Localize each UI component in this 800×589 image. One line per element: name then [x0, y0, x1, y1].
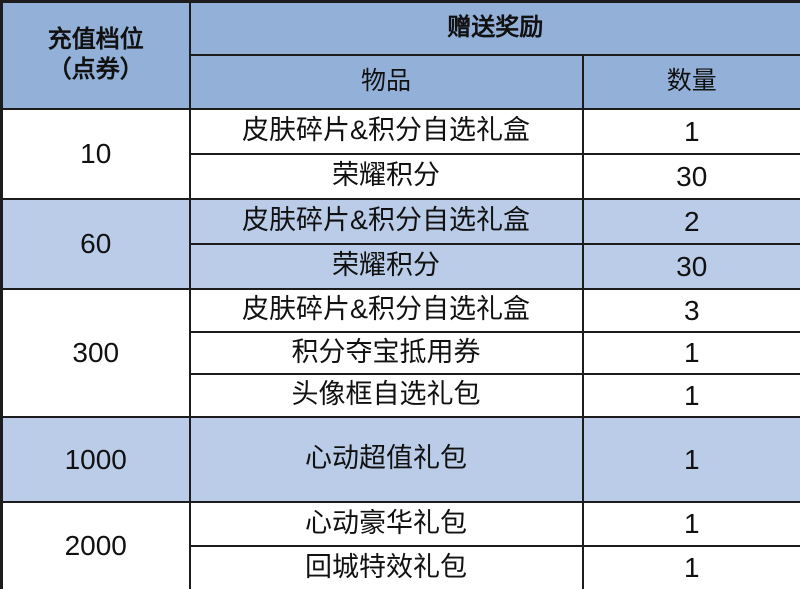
tier-cell: 10 [0, 107, 191, 200]
quantity-cell: 1 [581, 372, 800, 418]
recharge-tier-header-line2: （点券） [47, 56, 144, 84]
tier-cell: 2000 [0, 500, 191, 589]
item-cell: 皮肤碎片&积分自选礼盒 [188, 107, 584, 155]
item-cell: 皮肤碎片&积分自选礼盒 [188, 287, 584, 333]
table-row: 60 皮肤碎片&积分自选礼盒 2 [0, 197, 800, 290]
item-column-header-cell: 物品 [188, 53, 584, 110]
item-cell: 荣耀积分 [188, 152, 584, 200]
tier-cell: 1000 [0, 415, 191, 503]
table-row: 10 皮肤碎片&积分自选礼盒 1 [0, 107, 800, 200]
quantity-cell: 1 [581, 500, 800, 547]
table-row: 300 皮肤碎片&积分自选礼盒 3 [0, 287, 800, 418]
table-row: 回城特效礼包 1 [2, 544, 800, 589]
quantity-cell: 1 [581, 415, 800, 503]
recharge-tier-header-line1: 充值档位 [47, 26, 144, 54]
quantity-cell: 30 [581, 242, 800, 290]
quantity-cell: 2 [581, 197, 800, 245]
quantity-cell: 1 [581, 107, 800, 155]
item-cell: 荣耀积分 [188, 242, 584, 290]
item-cell: 积分夺宝抵用券 [188, 330, 584, 375]
item-cell: 心动豪华礼包 [188, 500, 584, 547]
item-cell: 回城特效礼包 [188, 544, 584, 589]
table-row: 荣耀积分 30 [2, 242, 800, 290]
quantity-cell: 30 [581, 152, 800, 200]
tier-cell: 60 [0, 197, 191, 290]
table-row: 头像框自选礼包 1 [2, 372, 800, 418]
gift-rewards-header-cell: 赠送奖励 [188, 0, 800, 56]
quantity-cell: 3 [581, 287, 800, 333]
tier-cell: 300 [0, 287, 191, 418]
recharge-tier-header-cell: 充值档位 （点券） [0, 0, 191, 110]
table-row: 1000 心动超值礼包 1 [0, 415, 800, 503]
header-row-1: 充值档位 （点券） 赠送奖励 [0, 0, 800, 110]
table-row: 2000 心动豪华礼包 1 [0, 500, 800, 589]
table-row: 荣耀积分 30 [2, 152, 800, 200]
quantity-cell: 1 [581, 330, 800, 375]
quantity-column-header-cell: 数量 [581, 53, 800, 110]
item-cell: 皮肤碎片&积分自选礼盒 [188, 197, 584, 245]
quantity-cell: 1 [581, 544, 800, 589]
item-cell: 心动超值礼包 [188, 415, 584, 503]
item-cell: 头像框自选礼包 [188, 372, 584, 418]
header-row-2: 物品 数量 [2, 53, 800, 110]
table-row: 积分夺宝抵用券 1 [2, 330, 800, 375]
